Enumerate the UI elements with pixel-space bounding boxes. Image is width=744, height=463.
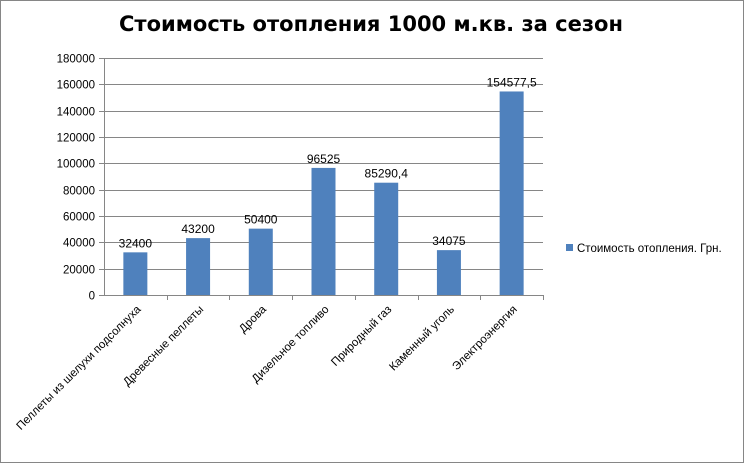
data-labels: 32400 43200 50400 96525 85290,4 34075 154577,5 xyxy=(119,75,537,250)
y-tick-label: 20000 xyxy=(63,265,95,277)
axes xyxy=(99,58,544,300)
bar xyxy=(186,238,211,295)
bar xyxy=(436,250,461,295)
bar xyxy=(499,91,524,295)
y-tick-label: 180000 xyxy=(57,54,95,66)
y-tick-label: 140000 xyxy=(57,107,95,119)
y-axis-tick-labels: 0 20000 40000 60000 80000 100000 120000 140000 1… xyxy=(57,54,95,303)
data-label: 96525 xyxy=(307,152,341,166)
legend-swatch xyxy=(566,244,573,251)
category-label: Дрова xyxy=(237,303,269,335)
data-label: 43200 xyxy=(181,222,215,236)
bars xyxy=(123,91,524,295)
data-label: 34075 xyxy=(432,234,466,248)
category-label: Каменный уголь xyxy=(387,304,457,374)
bar xyxy=(311,167,336,295)
y-tick-label: 160000 xyxy=(57,80,95,92)
y-tick-label: 60000 xyxy=(63,212,95,224)
bar xyxy=(374,182,399,295)
bar xyxy=(248,228,273,295)
legend-label: Стоимость отопления. Грн. xyxy=(577,243,722,255)
data-label: 50400 xyxy=(244,213,278,227)
category-label: Электроэнергия xyxy=(450,304,519,373)
data-label: 85290,4 xyxy=(365,167,409,181)
legend: Стоимость отопления. Грн. xyxy=(566,243,722,255)
y-tick-label: 120000 xyxy=(57,133,95,145)
y-tick-label: 40000 xyxy=(63,238,95,250)
y-tick-label: 80000 xyxy=(63,186,95,198)
data-label: 32400 xyxy=(119,236,153,250)
category-label: Пеллеты из шелухи подсолнуха xyxy=(15,303,144,432)
y-tick-label: 100000 xyxy=(57,159,95,171)
data-label: 154577,5 xyxy=(487,75,537,89)
y-tick-label: 0 xyxy=(89,291,95,303)
bar xyxy=(123,252,148,295)
chart-title: Стоимость отопления 1000 м.кв. за сезон xyxy=(119,12,623,36)
category-label: Природный газ xyxy=(329,304,394,369)
